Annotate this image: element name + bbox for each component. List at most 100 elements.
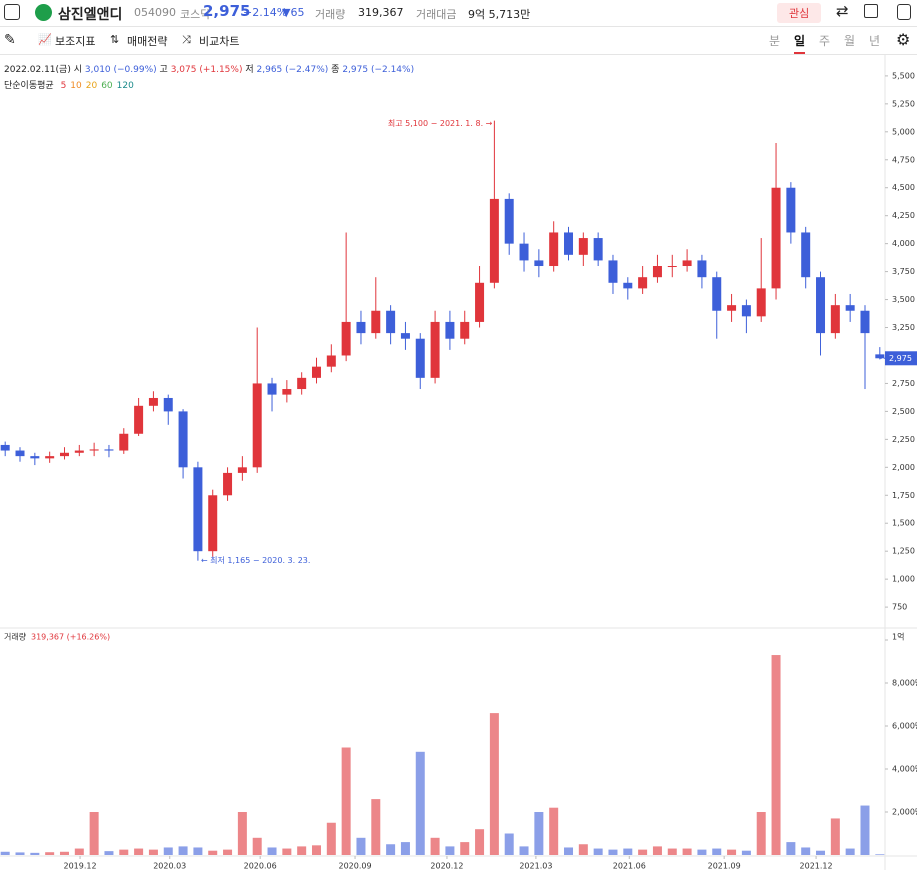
volume-bar <box>504 833 514 855</box>
volume: 319,367 <box>358 6 404 19</box>
logo <box>35 4 52 21</box>
volume-bar <box>45 852 55 855</box>
candle-body <box>638 277 648 289</box>
period-tab[interactable]: 주 <box>819 34 831 48</box>
volume-bar <box>667 848 677 855</box>
volume-bar <box>252 837 262 855</box>
change-pct: −2.14% <box>243 6 288 19</box>
panel-icon[interactable] <box>897 4 911 20</box>
period-tab[interactable]: 년 <box>869 34 881 48</box>
sidebar-icon[interactable] <box>4 4 20 20</box>
ma-period: 10 <box>70 81 82 91</box>
volume-bar <box>178 846 188 855</box>
volume-bar <box>15 852 25 855</box>
volume-bar <box>89 812 99 855</box>
last-price-label: 2,975 <box>889 354 912 363</box>
toolbar-icon[interactable]: 📈 <box>38 33 52 46</box>
volume-bar <box>311 845 321 855</box>
volume-bar <box>534 812 544 855</box>
toolbar-icon[interactable]: ⇅ <box>110 33 120 46</box>
toolbar-button[interactable]: 보조지표 <box>55 35 96 48</box>
candle-body <box>445 321 455 339</box>
stock-name: 삼진엘앤디 <box>58 7 123 23</box>
period-tab[interactable]: 분 <box>769 34 781 48</box>
candle-body <box>148 397 158 406</box>
volume-bar <box>489 713 499 855</box>
toolbar-button[interactable]: 비교차트 <box>199 35 240 48</box>
toolbar: ✎ ⚙ 📈 보조지표 ⇅ 매매전략 ⤨ 비교차트 분 일 주 월 년 <box>0 27 917 55</box>
candle-body <box>830 305 840 334</box>
toolbar-icon[interactable]: ⤨ <box>182 33 191 46</box>
volume-bar <box>193 847 203 855</box>
market: 코스닥 <box>180 8 211 21</box>
v-tick-label: 8,000만 <box>892 679 917 688</box>
volume-bar <box>297 846 307 855</box>
draw-icon[interactable]: ✎ <box>4 32 16 48</box>
candle-body <box>430 321 440 378</box>
candle-body <box>237 467 247 473</box>
x-tick-label: 2019.12 <box>64 862 97 870</box>
candle-body <box>801 232 811 278</box>
period-tab[interactable]: 월 <box>844 34 856 48</box>
candle-body <box>875 354 885 359</box>
candle-body <box>652 266 662 278</box>
amount: 9억 5,713만 <box>468 8 531 21</box>
candle-body <box>341 321 351 356</box>
volume-bar <box>208 850 218 855</box>
candle-body <box>667 266 677 268</box>
volume-bar <box>267 847 277 855</box>
y-tick-label: 2,250 <box>892 435 915 444</box>
candle-body <box>534 260 544 267</box>
edit-icon[interactable] <box>864 4 878 18</box>
volume-bar <box>623 848 633 855</box>
y-tick-label: 4,250 <box>892 211 915 220</box>
v-tick-label: 4,000만 <box>892 765 917 774</box>
volume-title: 거래량 <box>4 632 27 642</box>
candle-body <box>519 243 529 261</box>
change: ▼65 <box>282 6 305 19</box>
candle-body <box>400 333 410 339</box>
volume-bar <box>341 747 351 855</box>
candle-body <box>623 282 633 289</box>
volume-bar <box>445 846 455 855</box>
volume-bar <box>74 848 84 855</box>
code: 054090 <box>134 6 176 19</box>
y-tick-label: 4,000 <box>892 239 915 248</box>
candle-body <box>193 467 203 552</box>
candle-body <box>252 383 262 468</box>
candle-body <box>178 411 188 468</box>
swap-icon[interactable]: ⇄ <box>836 2 849 20</box>
volume-bar <box>148 849 158 855</box>
y-tick-label: 3,500 <box>892 295 915 304</box>
chart: 750 1,000 1,250 1,500 1,750 2,000 2,250 2,500 2,… <box>0 55 917 870</box>
candle-body <box>727 305 737 311</box>
ma-period: 60 <box>101 81 113 91</box>
x-tick-label: 2020.06 <box>244 862 277 870</box>
y-tick-label: 5,000 <box>892 127 915 136</box>
candle-body <box>74 450 84 453</box>
watch-button[interactable]: 관심 <box>777 3 822 23</box>
y-tick-label: 5,500 <box>892 71 915 80</box>
period-tab[interactable]: 일 <box>794 32 806 54</box>
v-tick-label: 2,000만 <box>892 808 917 817</box>
candle-body <box>712 277 722 311</box>
candle-body <box>460 321 470 339</box>
candle-body <box>134 405 144 434</box>
y-tick-label: 1,750 <box>892 491 915 500</box>
toolbar-button[interactable]: 매매전략 <box>127 35 168 48</box>
candle-body <box>119 433 129 451</box>
candle-body <box>549 232 559 267</box>
y-tick-label: 4,750 <box>892 155 915 164</box>
y-tick-label: 3,750 <box>892 267 915 276</box>
candle-body <box>89 449 99 451</box>
high: 3,075 (+1.15%) <box>170 65 243 75</box>
candle-body <box>578 238 588 255</box>
y-tick-label: 2,000 <box>892 463 915 472</box>
volume-bar <box>400 842 410 855</box>
settings-icon[interactable]: ⚙ <box>896 30 911 49</box>
ma-label: 단순이동평균 <box>4 81 54 91</box>
y-tick-label: 3,250 <box>892 323 915 332</box>
candle-body <box>489 198 499 283</box>
x-tick-label: 2021.12 <box>800 862 833 870</box>
